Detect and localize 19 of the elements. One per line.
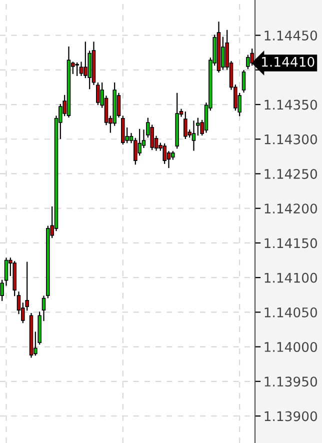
y-tick-label: 1.14100 — [264, 272, 318, 283]
candlestick — [242, 70, 246, 93]
y-tick-label: 1.14000 — [264, 342, 318, 352]
y-tick-label: 1.14050 — [264, 307, 318, 318]
y-tick-label: 1.13950 — [264, 376, 318, 387]
candlestick — [184, 112, 188, 139]
text: 1.14410 — [262, 56, 314, 67]
candlestick — [84, 42, 88, 78]
candlestick — [162, 143, 166, 164]
y-tick-label: 1.14450 — [264, 30, 318, 40]
y-tick-label: 1.13900 — [264, 411, 318, 422]
candlestick — [79, 62, 84, 76]
candlestick — [75, 62, 79, 76]
candlestick — [192, 120, 196, 151]
y-tick-label: 1.14350 — [264, 100, 318, 110]
y-tick-label: 1.14150 — [264, 238, 318, 248]
y-tick-label: 1.14200 — [264, 204, 318, 214]
y-tick-label: 1.14300 — [264, 134, 318, 144]
y-tick-label: 1.14250 — [264, 168, 318, 179]
